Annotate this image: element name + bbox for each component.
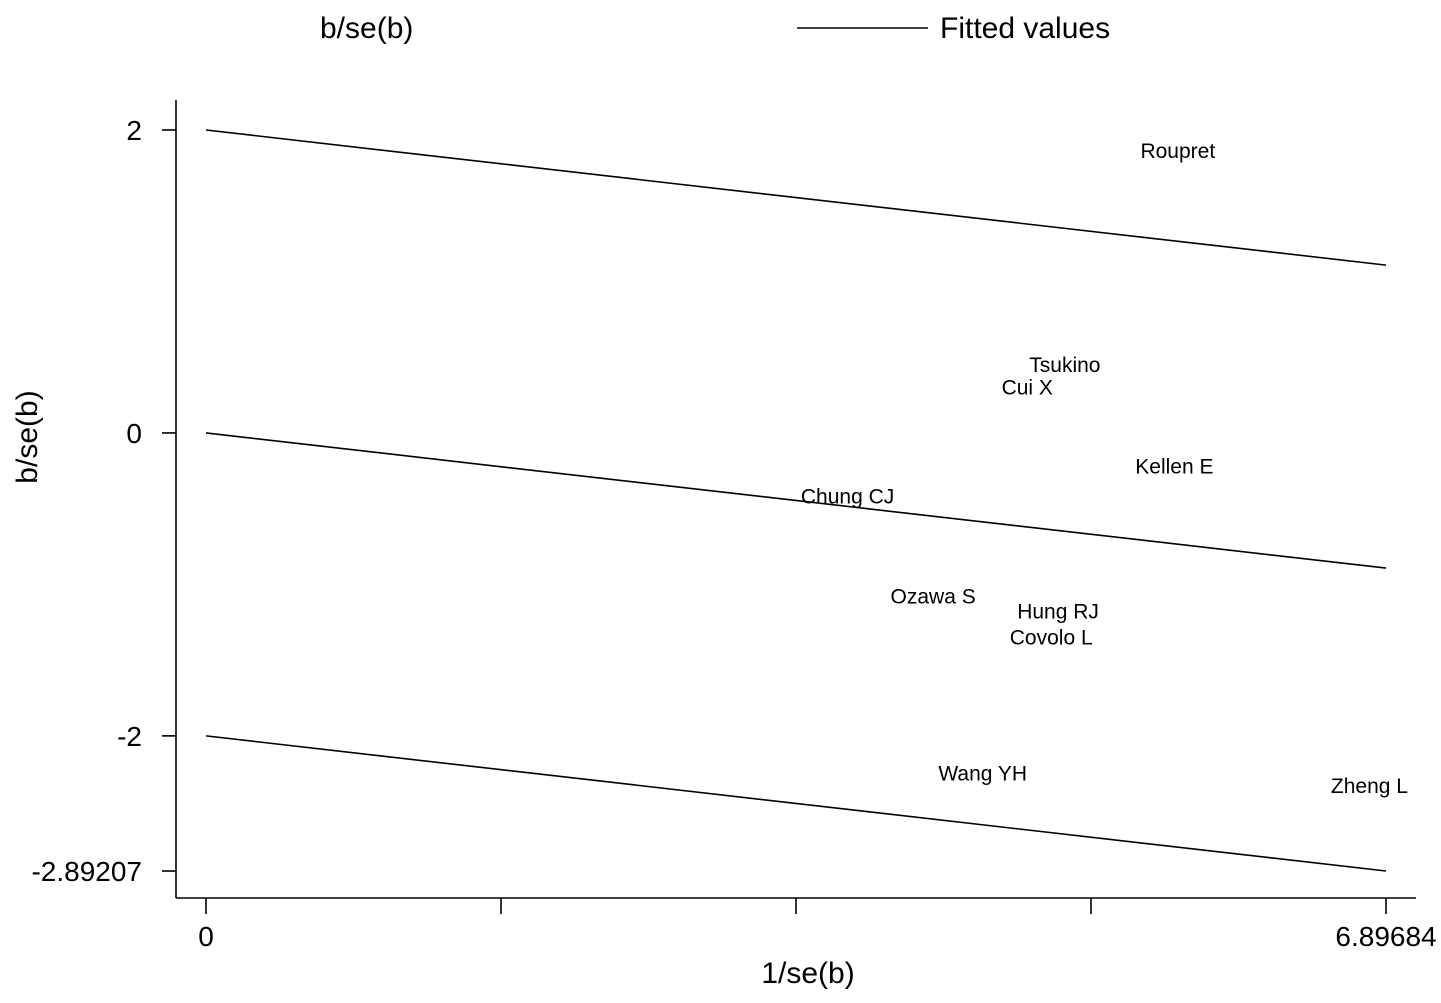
y-tick-label-3: -2.89207 <box>31 856 142 887</box>
x-ticks: 0 6.89684 <box>198 898 1437 952</box>
fitted-line-2 <box>205 735 1387 872</box>
fitted-line-1 <box>205 432 1387 569</box>
y-tick-label-2: -2 <box>117 721 142 752</box>
x-axis-title: 1/se(b) <box>761 957 854 990</box>
point-label-tsukino: Tsukino <box>1029 354 1100 377</box>
legend: b/se(b) Fitted values <box>320 12 1110 45</box>
x-tick-label-4: 6.89684 <box>1335 921 1436 952</box>
point-label-hung-rj: Hung RJ <box>1017 601 1099 624</box>
x-tick-label-0: 0 <box>198 921 214 952</box>
axes <box>175 100 1416 899</box>
legend-label-b-se-b: b/se(b) <box>320 12 413 45</box>
y-axis-title: b/se(b) <box>11 390 44 483</box>
fitted-lines <box>205 129 1387 872</box>
point-label-chung-cj: Chung CJ <box>801 486 894 509</box>
point-label-cui-x: Cui X <box>1002 376 1053 399</box>
fitted-line-0 <box>205 129 1387 266</box>
y-tick-label-0: 2 <box>126 115 142 146</box>
point-label-wang-yh: Wang YH <box>938 763 1027 786</box>
y-tick-label-1: 0 <box>126 418 142 449</box>
point-label-zheng-l: Zheng L <box>1331 775 1408 798</box>
point-label-roupret: Roupret <box>1140 140 1215 163</box>
legend-label-fitted-values: Fitted values <box>940 12 1110 45</box>
point-label-covolo-l: Covolo L <box>1010 626 1093 649</box>
point-label-kellen-e: Kellen E <box>1135 455 1213 478</box>
y-ticks: 2 0 -2 -2.89207 <box>31 115 176 887</box>
point-label-ozawa-s: Ozawa S <box>891 586 976 609</box>
